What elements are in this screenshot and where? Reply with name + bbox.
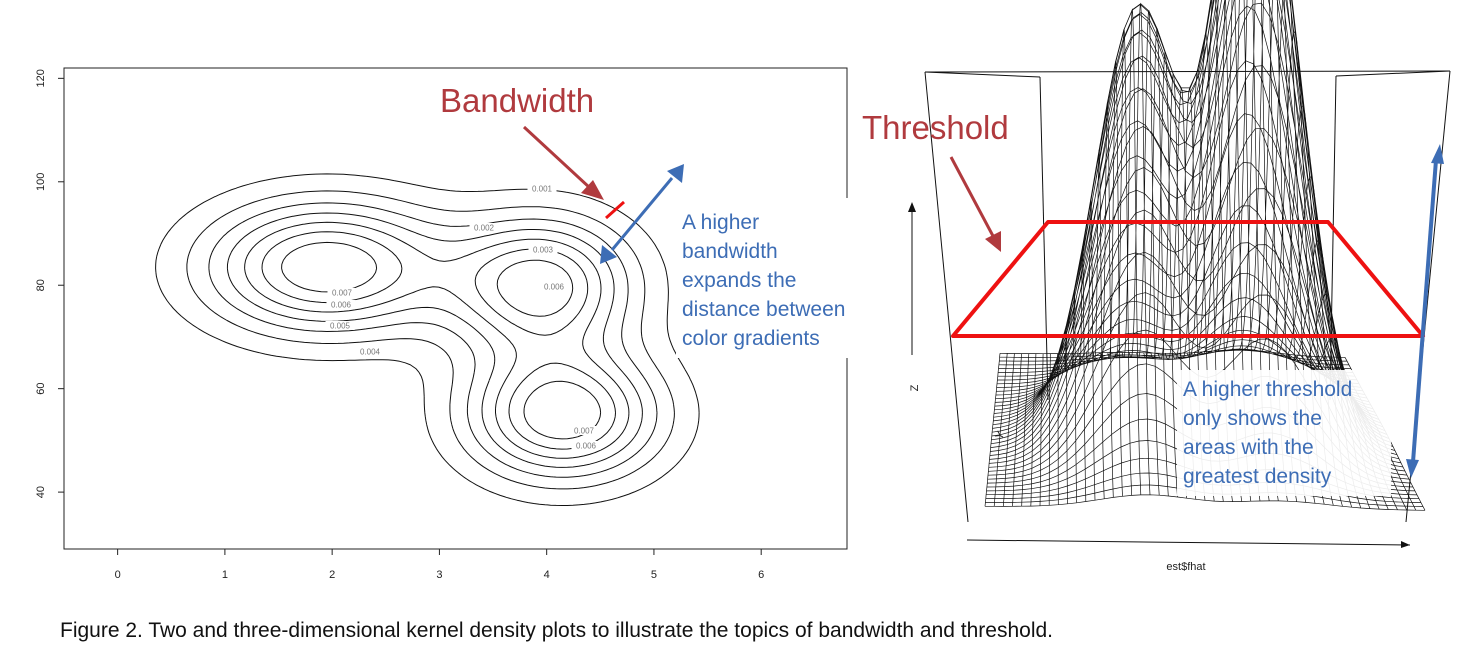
y-axis: 40 60 80 100 120 <box>35 69 64 498</box>
y-tick-label: 60 <box>35 383 47 395</box>
x-axis-label: est$fhat <box>1166 561 1205 573</box>
x-tick-label: 4 <box>544 569 550 581</box>
threshold-text-line: A higher threshold <box>1183 378 1352 401</box>
threshold-text-line: greatest density <box>1183 465 1332 488</box>
contour-label-bg <box>539 282 569 291</box>
double-arrowhead-start <box>600 245 617 264</box>
contour-label: 0.006 <box>576 442 597 451</box>
contour-label-bg <box>326 300 356 309</box>
threshold-title: Threshold <box>862 109 1009 146</box>
figure-caption: Figure 2. Two and three-dimensional kern… <box>60 619 1053 642</box>
bandwidth-text-line: expands the <box>682 269 796 292</box>
bandwidth-text-line: distance between <box>682 298 845 321</box>
contour-label: 0.006 <box>544 283 565 292</box>
contour-labels: 0.001 0.002 0.003 0.004 0.005 0.006 0.007 0.006… <box>325 184 601 451</box>
x-tick-label: 6 <box>758 569 764 581</box>
bandwidth-text-bg <box>676 198 878 358</box>
x-axis: 0 1 2 3 4 5 6 <box>115 549 764 581</box>
annotations: Bandwidth A higher bandwidth expands the… <box>440 82 1444 496</box>
y-tick-label: 100 <box>35 173 47 191</box>
contour-label-bg <box>569 426 599 435</box>
contour-label: 0.004 <box>360 348 381 357</box>
y-tick-label: 120 <box>35 69 47 87</box>
threshold-text-bg <box>1177 370 1391 496</box>
bandwidth-text-line: color gradients <box>682 327 820 350</box>
threshold-text-line: only shows the <box>1183 407 1322 430</box>
contour-label-bg <box>327 288 357 297</box>
contour-line <box>186 190 675 490</box>
threshold-arrow <box>949 156 995 237</box>
contour-label-bg <box>571 441 601 450</box>
threshold-text: A higher threshold only shows the areas … <box>1183 378 1358 488</box>
contour-line <box>261 231 616 450</box>
x-tick-label: 3 <box>436 569 442 581</box>
contour-line <box>244 221 630 459</box>
contour-label: 0.001 <box>532 185 553 194</box>
z-axis-arrowhead <box>908 202 916 212</box>
x-tick-label: 2 <box>329 569 335 581</box>
bandwidth-text: A higher bandwidth expands the distance … <box>682 211 851 350</box>
y-tick-label: 40 <box>35 486 47 498</box>
bandwidth-arrowhead <box>581 180 604 200</box>
bandwidth-text-line: bandwidth <box>682 240 778 263</box>
contour-label: 0.007 <box>332 289 353 298</box>
contour-label: 0.006 <box>331 301 352 310</box>
contour-label-bg <box>325 321 355 330</box>
double-arrowhead-end <box>667 164 684 183</box>
y-tick-label: 80 <box>35 279 47 291</box>
contour-label-bg <box>527 184 557 193</box>
threshold-double-arrow <box>1411 159 1438 463</box>
x-axis-arrowhead <box>1401 541 1410 548</box>
contour-label-bg <box>528 245 558 254</box>
x-axis-line <box>966 539 1411 546</box>
double-arrowhead-bottom <box>1406 459 1419 478</box>
contour-line <box>226 212 643 468</box>
contour-line <box>155 173 700 506</box>
bandwidth-text-line: A higher <box>682 211 759 234</box>
surface-axes: est$fhat Z Y <box>908 202 1411 573</box>
threshold-text-line: areas with the <box>1183 436 1314 459</box>
contour-label: 0.003 <box>533 246 554 255</box>
contour-label: 0.007 <box>574 427 595 436</box>
x-tick-label: 1 <box>222 569 228 581</box>
bandwidth-double-arrow <box>610 177 674 251</box>
threshold-plane <box>951 220 1425 338</box>
z-axis-label: Z <box>909 384 921 391</box>
bandwidth-marker <box>605 200 625 220</box>
x-tick-label: 5 <box>651 569 657 581</box>
bandwidth-title: Bandwidth <box>440 82 594 119</box>
bandwidth-arrow <box>522 125 592 190</box>
contour-label: 0.005 <box>330 322 351 331</box>
contour-label: 0.002 <box>474 224 495 233</box>
x-tick-label: 0 <box>115 569 121 581</box>
contour-label-bg <box>469 223 499 232</box>
double-arrowhead-top <box>1431 144 1444 164</box>
contour-label-bg <box>355 347 385 356</box>
threshold-arrowhead <box>985 231 1001 252</box>
